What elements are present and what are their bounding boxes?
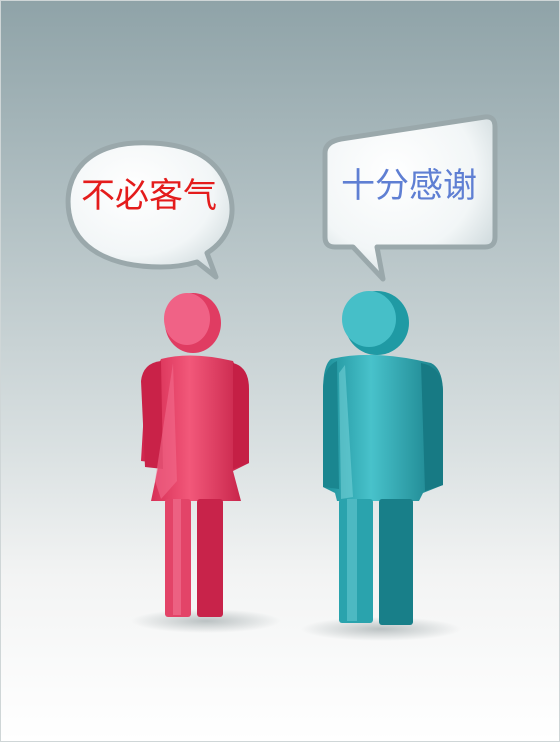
right-bubble-text: 十分感谢 <box>341 166 477 206</box>
female-figure <box>141 293 249 617</box>
male-figure <box>323 291 443 625</box>
right-speech-bubble <box>322 114 498 282</box>
male-figure-shadow <box>301 617 461 641</box>
left-bubble-text: 不必客气 <box>81 176 217 216</box>
left-speech-bubble <box>65 140 235 280</box>
